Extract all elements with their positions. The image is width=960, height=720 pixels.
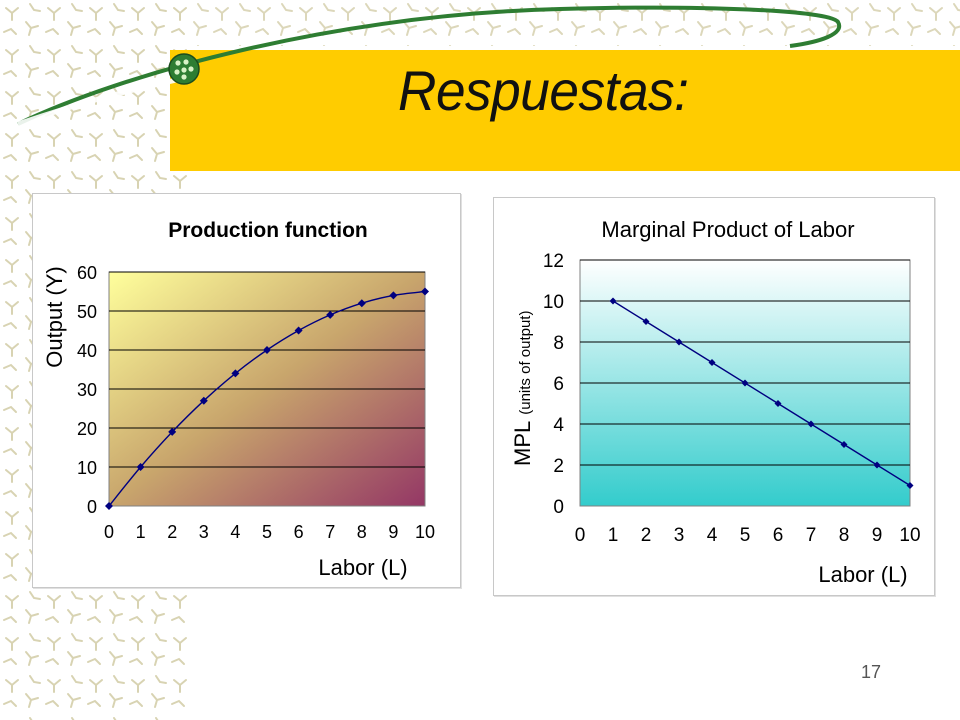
x-tick-label: 5 (740, 525, 751, 546)
x-tick-label: 7 (325, 522, 335, 542)
data-point (609, 297, 617, 305)
x-tick-label: 7 (806, 525, 817, 546)
x-tick-label: 3 (199, 522, 209, 542)
data-point (642, 318, 650, 325)
y-tick-label: 8 (553, 333, 564, 354)
y-tick-label: 50 (77, 302, 97, 322)
x-tick-label: 0 (575, 525, 586, 546)
x-tick-label: 3 (674, 525, 685, 546)
data-point (807, 420, 815, 428)
data-point (774, 400, 782, 407)
data-point (873, 461, 881, 469)
y-tick-label: 30 (77, 380, 97, 400)
molecule-ball-icon (168, 53, 200, 85)
data-point (231, 369, 240, 378)
y-axis-label-units: (units of output) (517, 311, 534, 415)
x-tick-label: 6 (294, 522, 304, 542)
data-point (263, 346, 271, 354)
y-tick-label: 10 (77, 458, 97, 478)
marginal-product-chart: 0 2 4 6 8 10 12 0 1 2 3 4 5 6 7 8 9 10 Marginal Product o… (493, 197, 935, 596)
data-point (840, 441, 848, 448)
production-function-svg: 0 10 20 30 40 50 60 0 1 2 3 4 5 6 7 8 9 10 Production fun… (42, 219, 435, 580)
y-tick-label: 6 (553, 374, 564, 395)
y-tick-label: 10 (543, 292, 564, 313)
data-point (199, 396, 208, 405)
y-axis-label: MPL (units of output) (510, 311, 535, 466)
y-tick-label: 60 (77, 263, 97, 283)
slide-number: 17 (861, 662, 882, 682)
chart-title: Production function (168, 219, 367, 242)
data-point (168, 427, 177, 436)
x-tick-label: 2 (641, 525, 652, 546)
x-tick-label: 1 (136, 522, 146, 542)
y-tick-label: 20 (77, 419, 97, 439)
series-line (612, 300, 911, 487)
slide-title: Respuestas: (398, 59, 689, 122)
x-axis-label: Labor (L) (318, 555, 407, 580)
x-tick-label: 2 (167, 522, 177, 542)
y-axis-label: Output (Y) (42, 266, 67, 367)
data-point (421, 287, 429, 296)
x-tick-label: 9 (872, 525, 883, 546)
x-tick-label: 9 (388, 522, 398, 542)
y-tick-label: 4 (553, 415, 564, 436)
decor-swoosh (17, 5, 842, 126)
data-point (708, 359, 716, 366)
chart-title: Marginal Product of Labor (601, 217, 854, 242)
data-point (357, 299, 366, 308)
data-point (389, 291, 398, 300)
x-tick-label: 5 (262, 522, 272, 542)
x-tick-label: 10 (899, 525, 920, 546)
title-banner (170, 50, 960, 171)
data-point (906, 482, 914, 489)
data-point (294, 326, 303, 335)
production-function-chart: 0 10 20 30 40 50 60 0 1 2 3 4 5 6 7 8 9 10 Production fun… (32, 193, 461, 588)
x-tick-label: 0 (104, 522, 114, 542)
y-tick-label: 12 (543, 251, 564, 272)
y-tick-label: 40 (77, 341, 97, 361)
x-tick-label: 6 (773, 525, 784, 546)
y-axis-label-main: MPL (510, 421, 535, 466)
x-tick-label: 8 (357, 522, 367, 542)
data-point (105, 502, 113, 510)
x-tick-label: 10 (415, 522, 435, 542)
x-tick-label: 1 (608, 525, 619, 546)
data-point (741, 379, 749, 387)
y-tick-label: 2 (553, 456, 564, 477)
data-point (675, 338, 683, 346)
x-tick-label: 4 (230, 522, 240, 542)
y-tick-label: 0 (87, 497, 97, 517)
x-axis-label: Labor (L) (818, 562, 907, 587)
y-tick-label: 0 (553, 497, 564, 518)
data-point (326, 310, 335, 319)
x-tick-label: 8 (839, 525, 850, 546)
data-point (136, 463, 145, 471)
x-tick-label: 4 (707, 525, 718, 546)
